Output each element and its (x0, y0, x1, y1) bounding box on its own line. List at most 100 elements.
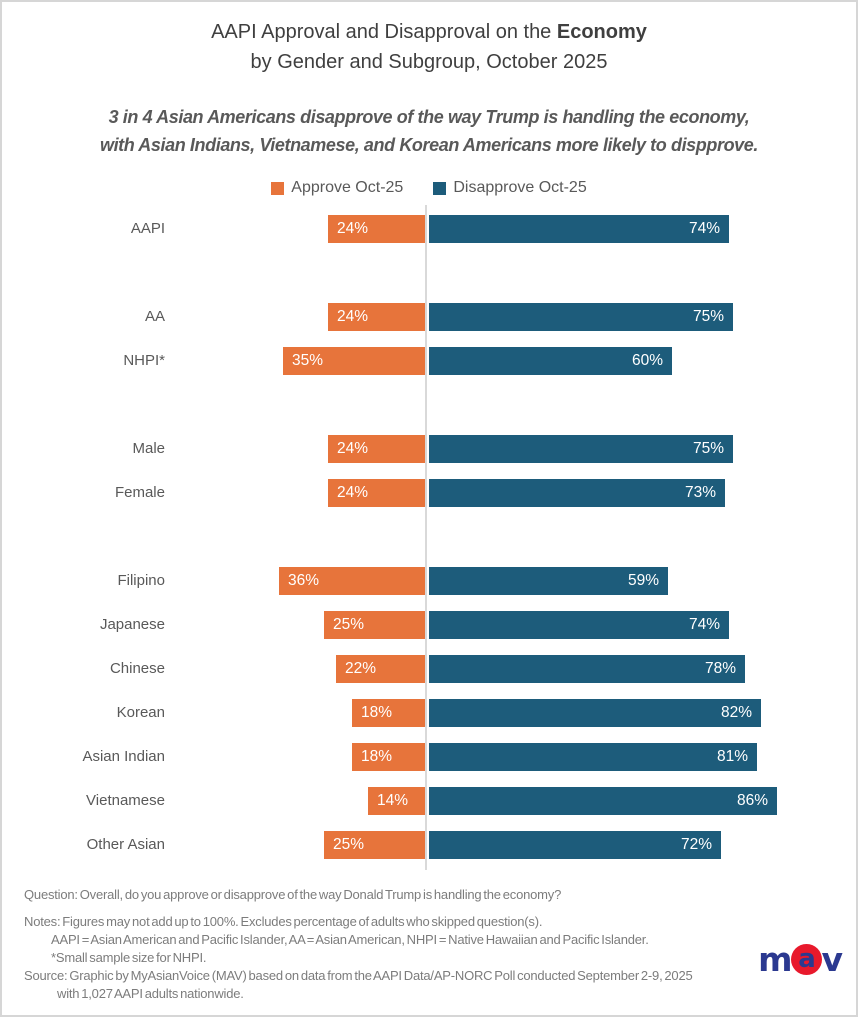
approve-value-label: 25% (333, 836, 365, 853)
disapprove-value-label: 75% (692, 440, 724, 457)
approve-bar: 24% (328, 435, 425, 463)
subtitle-line-1: 3 in 4 Asian Americans disapprove of the… (108, 107, 750, 127)
diverging-center-line (425, 205, 427, 870)
approve-value-label: 24% (337, 484, 369, 501)
title-line-1: AAPI Approval and Disapproval on the Eco… (2, 17, 856, 47)
disapprove-value-label: 59% (627, 572, 659, 589)
approve-value-label: 24% (337, 440, 369, 457)
disapprove-value-label: 60% (631, 352, 663, 369)
row-label: NHPI* (123, 352, 165, 369)
disapprove-bar: 72% (429, 831, 721, 859)
chart-row: Korean 18% 82% (2, 691, 856, 735)
approve-bar: 18% (352, 699, 425, 727)
approve-bar: 25% (324, 611, 425, 639)
disapprove-value-label: 81% (716, 748, 748, 765)
source-line-2: with 1,027 AAPI adults nationwide. (57, 986, 244, 1001)
approve-value-label: 18% (361, 748, 393, 765)
chart-row: Female 24% 73% (2, 471, 856, 515)
chart-row: Japanese 25% 74% (2, 603, 856, 647)
approve-value-label: 35% (292, 352, 324, 369)
chart-row: AAPI 24% 74% (2, 207, 856, 251)
title-prefix: AAPI Approval and Disapproval on the (211, 21, 557, 43)
disapprove-bar: 59% (429, 567, 668, 595)
mav-logo: m a v (758, 943, 843, 976)
disapprove-value-label: 82% (720, 704, 752, 721)
approve-bar: 25% (324, 831, 425, 859)
chart-legend: Approve Oct-25 Disapprove Oct-25 (2, 179, 856, 197)
approve-bar: 36% (279, 567, 425, 595)
logo-letter-v: v (821, 940, 843, 979)
source-line-1: Source: Graphic by MyAsianVoice (MAV) ba… (24, 968, 693, 983)
disapprove-swatch-icon (433, 181, 447, 195)
row-label: Asian Indian (82, 748, 165, 765)
row-label: Female (114, 484, 165, 501)
approve-value-label: 24% (337, 308, 369, 325)
title-bold-word: Economy (556, 21, 647, 43)
row-label: Japanese (99, 616, 165, 633)
disapprove-value-label: 74% (688, 616, 720, 633)
chart-row: NHPI* 35% 60% (2, 339, 856, 383)
logo-letter-a: a (798, 943, 816, 974)
chart-subtitle: 3 in 4 Asian Americans disapprove of the… (2, 103, 856, 159)
approve-swatch-icon (271, 181, 285, 195)
chart-row: Chinese 22% 78% (2, 647, 856, 691)
title-line-2: by Gender and Subgroup, October 2025 (250, 51, 608, 73)
disapprove-value-label: 73% (684, 484, 716, 501)
approve-value-label: 25% (333, 616, 365, 633)
chart-row: Asian Indian 18% 81% (2, 735, 856, 779)
notes-line-3: *Small sample size for NHPI. (51, 950, 207, 965)
row-label: Vietnamese (86, 792, 165, 809)
disapprove-bar: 60% (429, 347, 672, 375)
approve-bar: 35% (283, 347, 425, 375)
footnotes: Question: Overall, do you approve or dis… (24, 886, 764, 1003)
legend-approve-label: Approve Oct-25 (291, 179, 404, 196)
disapprove-bar: 75% (429, 303, 733, 331)
disapprove-value-label: 75% (692, 308, 724, 325)
approve-value-label: 36% (288, 572, 320, 589)
chart-row: AA 24% 75% (2, 295, 856, 339)
disapprove-bar: 82% (429, 699, 761, 727)
disapprove-value-label: 74% (688, 220, 720, 237)
page-title: AAPI Approval and Disapproval on the Eco… (2, 17, 856, 77)
disapprove-bar: 73% (429, 479, 725, 507)
row-label: Korean (116, 704, 165, 721)
approve-value-label: 24% (337, 220, 369, 237)
legend-item-disapprove: Disapprove Oct-25 (433, 179, 587, 197)
chart-row: Male 24% 75% (2, 427, 856, 471)
disapprove-bar: 74% (429, 215, 729, 243)
approve-bar: 22% (336, 655, 425, 683)
notes-line-1: Notes: Figures may not add up to 100%. E… (24, 914, 543, 929)
approve-bar: 24% (328, 303, 425, 331)
logo-letter-m: m (758, 940, 793, 979)
row-label: AAPI (130, 220, 165, 237)
disapprove-bar: 78% (429, 655, 745, 683)
approve-bar: 24% (328, 215, 425, 243)
approve-bar: 14% (368, 787, 425, 815)
logo-circle-icon: a (791, 943, 823, 975)
chart-row: Filipino 36% 59% (2, 559, 856, 603)
approve-bar: 24% (328, 479, 425, 507)
legend-disapprove-label: Disapprove Oct-25 (453, 179, 587, 196)
question-note: Question: Overall, do you approve or dis… (24, 887, 562, 902)
approve-value-label: 18% (361, 704, 393, 721)
disapprove-bar: 74% (429, 611, 729, 639)
disapprove-value-label: 72% (680, 836, 712, 853)
disapprove-bar: 75% (429, 435, 733, 463)
approve-value-label: 14% (377, 792, 409, 809)
approve-bar: 18% (352, 743, 425, 771)
notes-line-2: AAPI = Asian American and Pacific Island… (51, 932, 649, 947)
chart-row: Other Asian 25% 72% (2, 823, 856, 867)
disapprove-bar: 81% (429, 743, 757, 771)
row-label: Filipino (117, 572, 165, 589)
approve-value-label: 22% (345, 660, 377, 677)
disapprove-value-label: 78% (704, 660, 736, 677)
disapprove-bar: 86% (429, 787, 777, 815)
disapprove-value-label: 86% (736, 792, 768, 809)
row-label: Other Asian (86, 836, 165, 853)
subtitle-line-2: with Asian Indians, Vietnamese, and Kore… (99, 135, 758, 155)
chart-area: AAPI 24% 74% AA 24% 75% NHPI* 35% 60% Male 24% 75% F… (2, 205, 856, 873)
chart-row: Vietnamese 14% 86% (2, 779, 856, 823)
row-label: Chinese (109, 660, 165, 677)
row-label: Male (132, 440, 165, 457)
